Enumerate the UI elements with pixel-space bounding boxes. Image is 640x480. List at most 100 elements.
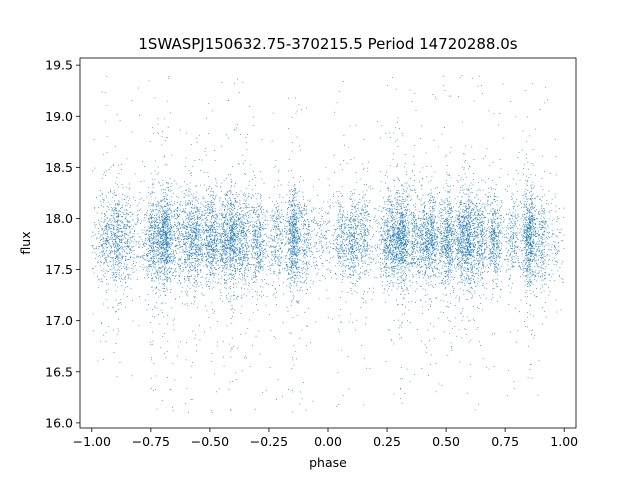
data-point — [494, 221, 495, 223]
data-point — [529, 242, 531, 244]
data-point — [379, 257, 381, 259]
data-point — [461, 231, 463, 232]
data-point — [121, 240, 123, 241]
data-point — [221, 239, 223, 241]
data-point — [348, 232, 350, 233]
data-point — [222, 267, 223, 269]
data-point — [249, 209, 251, 211]
data-point — [250, 163, 252, 165]
data-point — [478, 223, 479, 225]
data-point — [161, 216, 163, 218]
data-point — [347, 214, 349, 215]
data-point — [290, 221, 292, 223]
data-point — [110, 191, 112, 193]
data-point — [210, 208, 212, 210]
data-point — [483, 158, 485, 160]
data-point — [544, 222, 546, 224]
data-point — [343, 223, 345, 225]
data-point — [530, 263, 532, 264]
data-point — [463, 328, 465, 330]
data-point — [547, 232, 549, 234]
data-point — [482, 211, 484, 213]
data-point — [450, 271, 451, 273]
data-point — [403, 271, 405, 273]
data-point — [347, 259, 349, 261]
data-point — [525, 236, 527, 238]
data-point — [168, 189, 170, 190]
data-point — [216, 269, 217, 270]
data-point — [350, 290, 352, 291]
data-point — [402, 216, 404, 218]
data-point — [445, 218, 446, 220]
data-point — [348, 227, 350, 228]
data-point — [302, 263, 304, 265]
data-point — [121, 285, 123, 287]
data-point — [205, 277, 207, 279]
data-point — [469, 245, 471, 247]
data-point — [419, 267, 421, 268]
data-point — [430, 189, 432, 191]
data-point — [252, 235, 254, 237]
data-point — [395, 259, 397, 261]
data-point — [407, 227, 408, 228]
data-point — [189, 288, 191, 289]
data-point — [223, 268, 224, 270]
data-point — [435, 96, 436, 98]
data-point — [400, 223, 402, 225]
data-point — [242, 236, 244, 237]
data-point — [346, 238, 348, 239]
data-point — [446, 232, 448, 234]
data-point — [418, 258, 420, 260]
data-point — [234, 252, 235, 254]
data-point — [196, 266, 198, 268]
data-point — [156, 233, 157, 235]
data-point — [231, 278, 232, 280]
data-point — [386, 276, 388, 277]
data-point — [326, 237, 328, 239]
data-point — [540, 267, 542, 269]
data-point — [305, 244, 307, 246]
data-point — [438, 252, 440, 254]
data-point — [466, 224, 468, 226]
data-point — [336, 102, 338, 104]
data-point — [210, 204, 212, 206]
data-point — [188, 233, 190, 235]
data-point — [402, 241, 404, 243]
data-point — [511, 238, 513, 240]
data-point — [219, 233, 220, 235]
data-point — [516, 199, 518, 200]
data-point — [474, 245, 476, 247]
data-point — [215, 281, 216, 283]
data-point — [295, 266, 297, 268]
data-point — [275, 255, 277, 257]
data-point — [224, 234, 226, 236]
data-point — [246, 230, 247, 232]
data-point — [200, 269, 202, 271]
data-point — [146, 229, 147, 231]
data-point — [245, 269, 247, 271]
data-point — [159, 228, 161, 230]
data-point — [175, 271, 177, 272]
data-point — [295, 192, 297, 194]
data-point — [233, 215, 235, 216]
data-point — [386, 285, 388, 286]
data-point — [254, 232, 256, 234]
data-point — [363, 231, 365, 233]
data-point — [355, 231, 357, 232]
data-point — [538, 246, 540, 247]
data-point — [528, 265, 530, 267]
data-point — [468, 189, 470, 191]
data-point — [391, 253, 393, 255]
data-point — [303, 250, 305, 251]
data-point — [437, 241, 438, 243]
data-point — [225, 198, 227, 200]
data-point — [478, 188, 480, 190]
data-point — [399, 192, 400, 194]
data-point — [105, 331, 107, 333]
data-point — [295, 216, 297, 218]
data-point — [118, 173, 120, 174]
chart-title: 1SWASPJ150632.75-370215.5 Period 1472028… — [138, 35, 517, 53]
data-point — [353, 266, 355, 268]
data-point — [272, 263, 273, 265]
data-point — [425, 256, 427, 258]
